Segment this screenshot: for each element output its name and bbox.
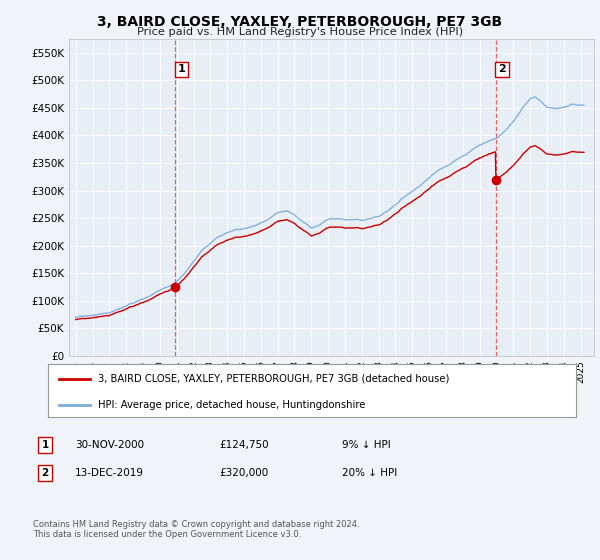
Text: 9% ↓ HPI: 9% ↓ HPI: [342, 440, 391, 450]
Text: 1: 1: [41, 440, 49, 450]
Text: 20% ↓ HPI: 20% ↓ HPI: [342, 468, 397, 478]
Text: 30-NOV-2000: 30-NOV-2000: [75, 440, 144, 450]
Text: 3, BAIRD CLOSE, YAXLEY, PETERBOROUGH, PE7 3GB (detached house): 3, BAIRD CLOSE, YAXLEY, PETERBOROUGH, PE…: [98, 374, 449, 384]
Text: £124,750: £124,750: [219, 440, 269, 450]
Text: 2: 2: [41, 468, 49, 478]
Text: Price paid vs. HM Land Registry's House Price Index (HPI): Price paid vs. HM Land Registry's House …: [137, 27, 463, 37]
Text: £320,000: £320,000: [219, 468, 268, 478]
Text: 2: 2: [498, 64, 506, 74]
Text: 13-DEC-2019: 13-DEC-2019: [75, 468, 144, 478]
Text: 3, BAIRD CLOSE, YAXLEY, PETERBOROUGH, PE7 3GB: 3, BAIRD CLOSE, YAXLEY, PETERBOROUGH, PE…: [97, 15, 503, 29]
Text: HPI: Average price, detached house, Huntingdonshire: HPI: Average price, detached house, Hunt…: [98, 400, 365, 410]
Text: 1: 1: [178, 64, 185, 74]
Text: Contains HM Land Registry data © Crown copyright and database right 2024.
This d: Contains HM Land Registry data © Crown c…: [33, 520, 359, 539]
